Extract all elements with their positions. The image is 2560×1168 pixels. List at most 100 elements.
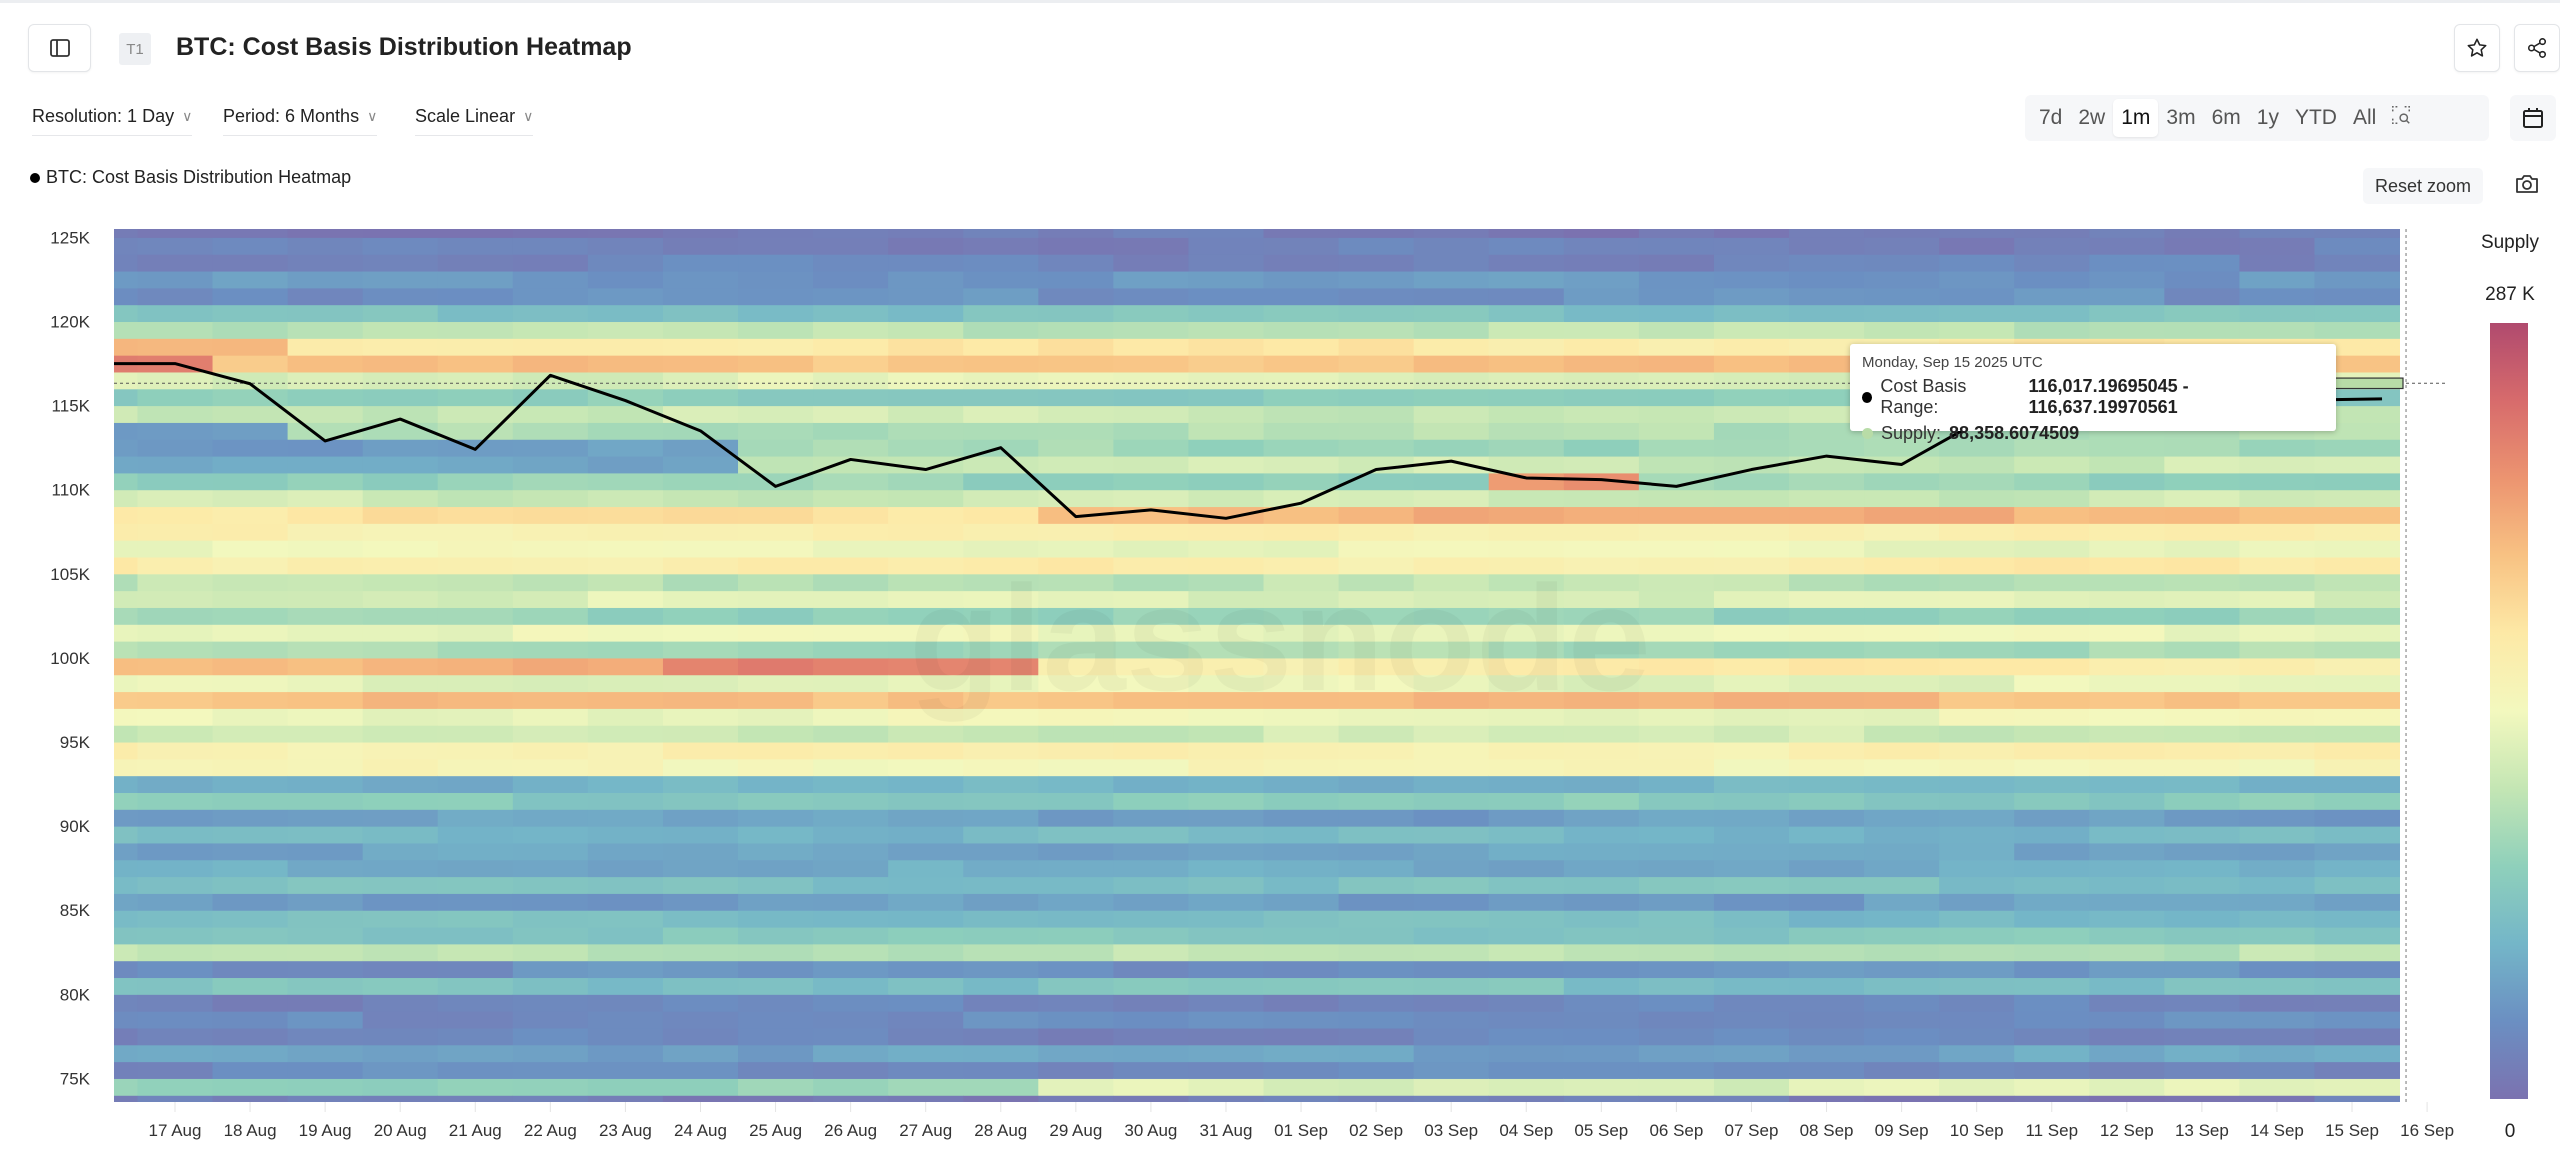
heatmap-cell[interactable] [662,927,739,945]
heatmap-cell[interactable] [888,540,964,558]
heatmap-cell[interactable] [963,876,1039,894]
heatmap-cell[interactable] [1188,691,1265,709]
heatmap-cell[interactable] [1038,304,1114,323]
heatmap-cell[interactable] [813,237,889,255]
heatmap-cell[interactable] [2314,859,2400,878]
heatmap-cell[interactable] [2089,943,2165,962]
heatmap-cell[interactable] [1038,927,1114,945]
heatmap-cell[interactable] [2239,641,2315,659]
heatmap-cell[interactable] [437,355,514,373]
heatmap-cell[interactable] [2314,557,2400,575]
heatmap-cell[interactable] [1338,977,1415,995]
heatmap-cell[interactable] [963,809,1039,827]
heatmap-cell[interactable] [1113,321,1189,339]
heatmap-cell[interactable] [1563,960,1640,979]
heatmap-cell[interactable] [114,657,138,676]
heatmap-cell[interactable] [1413,1095,1490,1112]
heatmap-cell[interactable] [1338,237,1415,255]
heatmap-cell[interactable] [1413,405,1490,423]
heatmap-cell[interactable] [1939,657,2015,676]
heatmap-cell[interactable] [1638,742,1715,760]
heatmap-cell[interactable] [362,742,439,760]
heatmap-cell[interactable] [963,960,1039,979]
heatmap-cell[interactable] [1939,960,2015,979]
heatmap-cell[interactable] [1413,893,1490,911]
heatmap-cell[interactable] [212,304,289,323]
heatmap-cell[interactable] [1939,271,2015,289]
heatmap-cell[interactable] [2089,304,2165,323]
heatmap-cell[interactable] [1338,590,1415,608]
heatmap-cell[interactable] [662,758,739,777]
heatmap-cell[interactable] [1038,523,1114,541]
heatmap-cell[interactable] [1563,910,1640,928]
heatmap-cell[interactable] [137,641,214,659]
heatmap-cell[interactable] [1864,557,1940,575]
heatmap-cell[interactable] [287,371,364,390]
heatmap-cell[interactable] [1038,775,1114,793]
heatmap-cell[interactable] [1263,1095,1340,1112]
heatmap-cell[interactable] [1113,943,1189,962]
heatmap-cell[interactable] [738,439,814,457]
heatmap-cell[interactable] [212,943,289,962]
heatmap-cell[interactable] [1563,657,1640,676]
heatmap-cell[interactable] [2089,1061,2165,1079]
heatmap-cell[interactable] [963,355,1039,373]
heatmap-cell[interactable] [512,826,589,844]
heatmap-cell[interactable] [1713,422,1790,440]
heatmap-cell[interactable] [963,674,1039,693]
heatmap-cell[interactable] [2014,1044,2090,1063]
heatmap-cell[interactable] [1263,775,1340,793]
heatmap-cell[interactable] [1338,456,1415,474]
heatmap-cell[interactable] [587,994,664,1012]
heatmap-cell[interactable] [1488,1044,1565,1063]
heatmap-cell[interactable] [1113,540,1189,558]
heatmap-cell[interactable] [1188,1027,1265,1046]
heatmap-cell[interactable] [1713,237,1790,255]
heatmap-cell[interactable] [1413,657,1490,676]
heatmap-cell[interactable] [1864,540,1940,558]
heatmap-cell[interactable] [963,506,1039,524]
heatmap-cell[interactable] [1939,893,2015,911]
heatmap-cell[interactable] [2314,271,2400,289]
heatmap-cell[interactable] [738,1011,814,1029]
heatmap-cell[interactable] [2164,1061,2240,1079]
heatmap-cell[interactable] [212,1061,289,1079]
heatmap-cell[interactable] [1939,557,2015,575]
heatmap-cell[interactable] [2314,775,2400,793]
heatmap-cell[interactable] [1488,775,1565,793]
heatmap-cell[interactable] [287,910,364,928]
heatmap-cell[interactable] [813,405,889,423]
heatmap-cell[interactable] [1188,1061,1265,1079]
heatmap-cell[interactable] [738,691,814,709]
heatmap-cell[interactable] [512,590,589,608]
heatmap-cell[interactable] [1413,994,1490,1012]
heatmap-cell[interactable] [1413,641,1490,659]
heatmap-cell[interactable] [362,725,439,743]
heatmap-cell[interactable] [1563,271,1640,289]
heatmap-cell[interactable] [2014,809,2090,827]
heatmap-cell[interactable] [738,456,814,474]
heatmap-cell[interactable] [1413,943,1490,962]
heatmap-cell[interactable] [1789,422,1865,440]
heatmap-cell[interactable] [1563,758,1640,777]
heatmap-cell[interactable] [1188,893,1265,911]
heatmap-cell[interactable] [212,641,289,659]
heatmap-cell[interactable] [1713,657,1790,676]
heatmap-cell[interactable] [1488,540,1565,558]
heatmap-cell[interactable] [362,994,439,1012]
heatmap-cell[interactable] [963,1095,1039,1112]
heatmap-cell[interactable] [512,910,589,928]
heatmap-cell[interactable] [888,742,964,760]
heatmap-cell[interactable] [2314,624,2400,642]
heatmap-cell[interactable] [114,1061,138,1079]
heatmap-cell[interactable] [1563,859,1640,878]
heatmap-cell[interactable] [1113,657,1189,676]
heatmap-cell[interactable] [362,792,439,810]
heatmap-cell[interactable] [1864,994,1940,1012]
heatmap-cell[interactable] [1038,573,1114,592]
heatmap-cell[interactable] [114,960,138,979]
heatmap-cell[interactable] [1939,1044,2015,1063]
heatmap-cell[interactable] [512,641,589,659]
heatmap-cell[interactable] [212,355,289,373]
heatmap-cell[interactable] [362,910,439,928]
